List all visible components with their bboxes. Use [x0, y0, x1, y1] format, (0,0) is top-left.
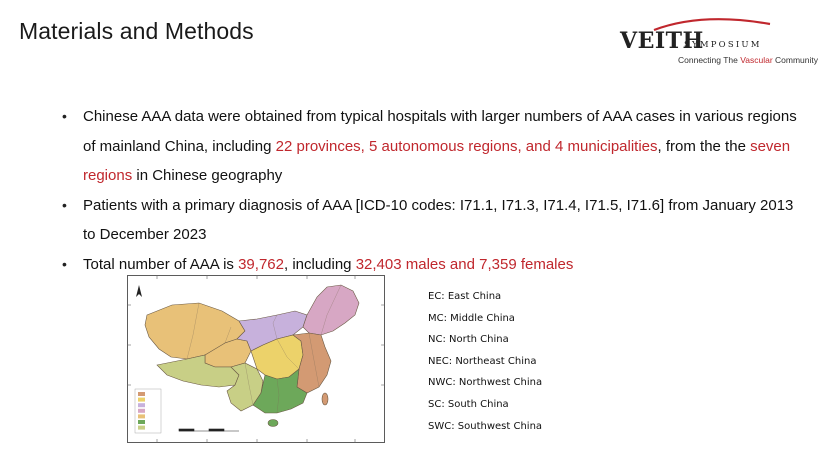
inset-swatch: [138, 408, 145, 413]
legend-item: MC: Middle China: [428, 312, 515, 324]
highlighted-text: 22 provinces, 5 autonomous regions, and …: [275, 137, 658, 155]
bullet-text: , including: [283, 255, 356, 273]
legend-item: SWC: Southwest China: [428, 420, 543, 432]
map-svg: [127, 275, 385, 443]
region-ec-taiwan: [321, 392, 329, 406]
inset-swatch: [138, 420, 145, 424]
highlighted-text: 32,403 males and 7,359 females: [355, 255, 574, 273]
north-arrow-icon: [136, 285, 142, 297]
bullet-text: Chinese AAA data were obtained from typi…: [83, 108, 797, 155]
bullet-text: in Chinese geography: [132, 167, 283, 184]
china-regions-map: [127, 275, 385, 443]
bullet-text: , from the the: [657, 137, 751, 155]
legend-item: NWC: Northwest China: [428, 377, 543, 389]
legend-item: EC: East China: [428, 291, 502, 302]
logo-tagline: Connecting The Vascular Community: [678, 55, 819, 65]
bullet-text: Patients with a primary diagnosis of AAA…: [83, 196, 794, 244]
inset-swatch: [138, 403, 145, 408]
bullet-item: Patients with a primary diagnosis of AAA…: [62, 191, 802, 250]
scale-bar: [178, 428, 239, 432]
veith-symposium-logo: VEITH SYMPOSIUM Connecting The Vascular …: [612, 14, 818, 66]
logo-wordmark: VEITH: [620, 28, 704, 54]
logo-swoosh-icon: [653, 18, 771, 32]
bullet-item: Total number of AAA is 39,762, including…: [62, 250, 802, 280]
province-borders: [186, 284, 342, 414]
page-title: Materials and Methods: [19, 18, 254, 44]
highlighted-text: 39,762: [238, 255, 284, 273]
region-sc-hainan: [267, 419, 279, 427]
inset-swatch: [138, 397, 145, 402]
legend-item: NEC: Northeast China: [428, 355, 537, 367]
bullet-list: Chinese AAA data were obtained from typi…: [62, 102, 802, 279]
map-inset-legend: [134, 388, 162, 434]
inset-swatch: [138, 425, 145, 430]
inset-swatch: [138, 414, 145, 419]
region-legend: EC: East China MC: Middle China NC: North …: [428, 286, 542, 437]
inset-swatch: [138, 392, 145, 396]
legend-item: SC: South China: [428, 398, 509, 410]
map-ticks: [127, 275, 385, 443]
region-swc-2: [226, 362, 264, 412]
logo-subtitle: SYMPOSIUM: [684, 40, 762, 50]
bullet-item: Chinese AAA data were obtained from typi…: [62, 102, 802, 191]
bullet-text: Total number of AAA is: [83, 255, 239, 273]
legend-item: NC: North China: [428, 334, 509, 346]
highlighted-text: seven regions: [83, 137, 791, 185]
